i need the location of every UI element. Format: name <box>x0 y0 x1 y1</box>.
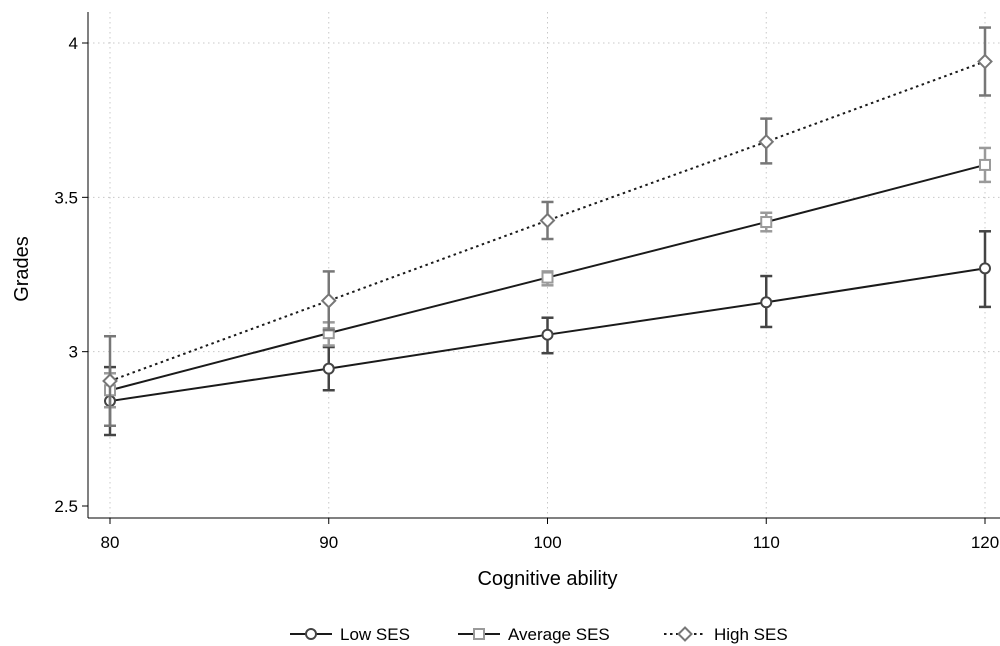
data-point-circle <box>322 362 335 375</box>
data-point-square <box>979 158 991 171</box>
data-point-diamond <box>977 53 993 70</box>
legend: Low SES Average SES High SES <box>290 625 788 644</box>
legend-item-high-ses: High SES <box>664 625 788 644</box>
y-axis-title: Grades <box>11 236 33 302</box>
x-tick-label: 100 <box>533 533 561 552</box>
data-point-diamond <box>102 373 118 389</box>
legend-label: High SES <box>714 625 788 644</box>
y-tick-label: 4 <box>69 34 78 53</box>
series-line <box>109 60 986 382</box>
data-point-square <box>760 216 773 229</box>
legend-marker-circle <box>305 628 317 640</box>
x-tick-label: 110 <box>753 533 780 552</box>
y-tick-label: 3.5 <box>54 188 78 207</box>
x-tick-label: 80 <box>101 533 120 552</box>
tick-labels: 2.5 3 3.5 4 80 90 100 110 120 <box>54 34 999 552</box>
data-point-circle <box>541 328 554 341</box>
data-point-circle <box>979 262 991 275</box>
series-high-ses <box>102 26 993 427</box>
axes <box>82 12 1000 524</box>
series-group <box>102 26 993 437</box>
data-point-diamond <box>758 133 775 150</box>
legend-item-average-ses: Average SES <box>458 625 610 644</box>
legend-label: Low SES <box>340 625 410 644</box>
gridlines <box>88 12 1000 518</box>
legend-label: Average SES <box>508 625 610 644</box>
y-tick-label: 3 <box>69 343 78 362</box>
legend-marker-diamond <box>677 626 693 642</box>
data-point-circle <box>760 296 773 309</box>
legend-marker-square <box>473 628 485 640</box>
y-tick-label: 2.5 <box>54 497 78 516</box>
data-point-square <box>541 271 554 284</box>
x-tick-label: 90 <box>319 533 338 552</box>
x-axis-title: Cognitive ability <box>477 568 617 590</box>
data-point-diamond <box>539 212 556 229</box>
data-point-diamond <box>320 292 337 309</box>
x-tick-label: 120 <box>971 533 999 552</box>
legend-item-low-ses: Low SES <box>290 625 410 644</box>
